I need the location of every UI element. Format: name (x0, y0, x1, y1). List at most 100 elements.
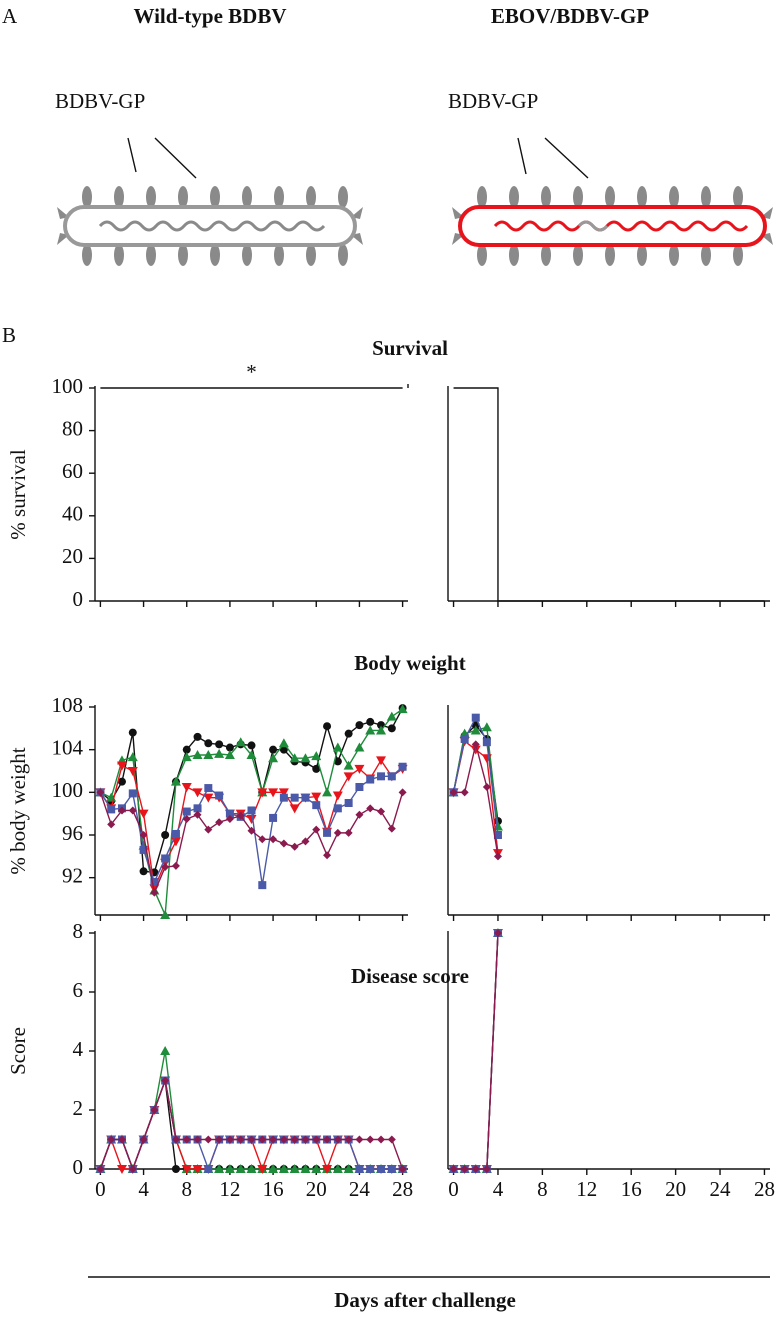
marker (397, 704, 408, 714)
marker (193, 732, 202, 741)
marker (182, 807, 191, 816)
y-axis-label: % survival (6, 449, 30, 540)
annotation: * (246, 360, 257, 384)
spike (573, 186, 583, 208)
marker (161, 863, 170, 871)
pointer-lines (127, 137, 589, 179)
marker (150, 877, 159, 886)
marker (257, 1165, 268, 1174)
spike (477, 186, 487, 208)
y-tick-label: 4 (73, 1037, 84, 1061)
marker (323, 828, 332, 837)
marker (366, 1165, 375, 1173)
marker (344, 1135, 353, 1144)
marker (193, 1135, 202, 1144)
marker (377, 807, 386, 816)
series-line (453, 387, 765, 602)
marker (246, 750, 257, 759)
marker (493, 852, 502, 861)
spike (605, 244, 615, 266)
marker (160, 910, 171, 919)
y-tick-label: 40 (62, 502, 83, 526)
marker (376, 756, 387, 766)
spike (82, 244, 92, 266)
virus-title: Wild-type BDBV (133, 4, 286, 28)
marker (377, 772, 386, 781)
marker (236, 811, 245, 820)
marker (96, 788, 105, 797)
y-axis-label: Score (6, 1027, 30, 1075)
marker (355, 721, 364, 730)
spike (669, 244, 679, 266)
marker (117, 777, 126, 786)
marker (311, 792, 322, 802)
marker (215, 1135, 224, 1144)
marker (311, 751, 322, 761)
x-tick-label: 8 (537, 1177, 548, 1201)
marker (269, 835, 278, 844)
spike (509, 186, 519, 208)
marker (171, 1135, 180, 1144)
marker (204, 784, 213, 793)
marker (289, 804, 300, 814)
marker (471, 740, 480, 749)
chart-title: Disease score (351, 964, 469, 988)
spike (573, 244, 583, 266)
marker (204, 739, 213, 748)
marker (460, 735, 469, 743)
y-tick-label: 8 (73, 919, 84, 943)
x-tick-label: 0 (95, 1177, 106, 1201)
y-tick-label: 108 (52, 693, 84, 717)
marker (377, 1135, 386, 1144)
marker (332, 1164, 343, 1173)
spike (338, 244, 348, 266)
marker (354, 742, 365, 752)
marker (279, 745, 288, 754)
marker (278, 788, 289, 798)
marker (117, 1135, 126, 1144)
marker (246, 1164, 257, 1173)
marker (278, 1164, 289, 1173)
marker (470, 725, 481, 735)
marker (482, 1165, 491, 1173)
spike (114, 244, 124, 266)
y-tick-label: 0 (73, 1155, 84, 1179)
marker (128, 789, 137, 798)
marker (449, 1165, 458, 1173)
marker (332, 791, 343, 801)
marker (398, 762, 407, 771)
spike (242, 186, 252, 208)
marker (139, 831, 148, 839)
marker (290, 1135, 299, 1144)
spike (274, 244, 284, 266)
series-line (99, 1050, 403, 1172)
x-tick-label: 28 (754, 1177, 775, 1201)
spike (274, 186, 284, 208)
marker (192, 750, 203, 759)
marker (312, 1135, 321, 1144)
marker (117, 806, 126, 815)
marker (323, 851, 332, 860)
marker (215, 791, 224, 800)
marker (269, 745, 278, 754)
y-tick-label: 60 (62, 459, 83, 483)
marker (214, 748, 225, 758)
marker (470, 745, 481, 755)
panel-label: A (2, 4, 18, 28)
marker (203, 793, 214, 803)
marker (182, 745, 191, 754)
marker (322, 787, 333, 797)
marker (481, 722, 492, 732)
y-tick-label: 80 (62, 416, 83, 440)
marker (171, 861, 180, 870)
gp-label: BDBV-GP (55, 89, 145, 113)
marker (257, 788, 268, 798)
marker (311, 1164, 322, 1173)
marker (279, 1135, 288, 1144)
spike (210, 186, 220, 208)
marker (333, 804, 342, 813)
marker (398, 1165, 407, 1173)
marker (343, 772, 354, 782)
marker (301, 837, 310, 846)
marker (139, 845, 148, 854)
